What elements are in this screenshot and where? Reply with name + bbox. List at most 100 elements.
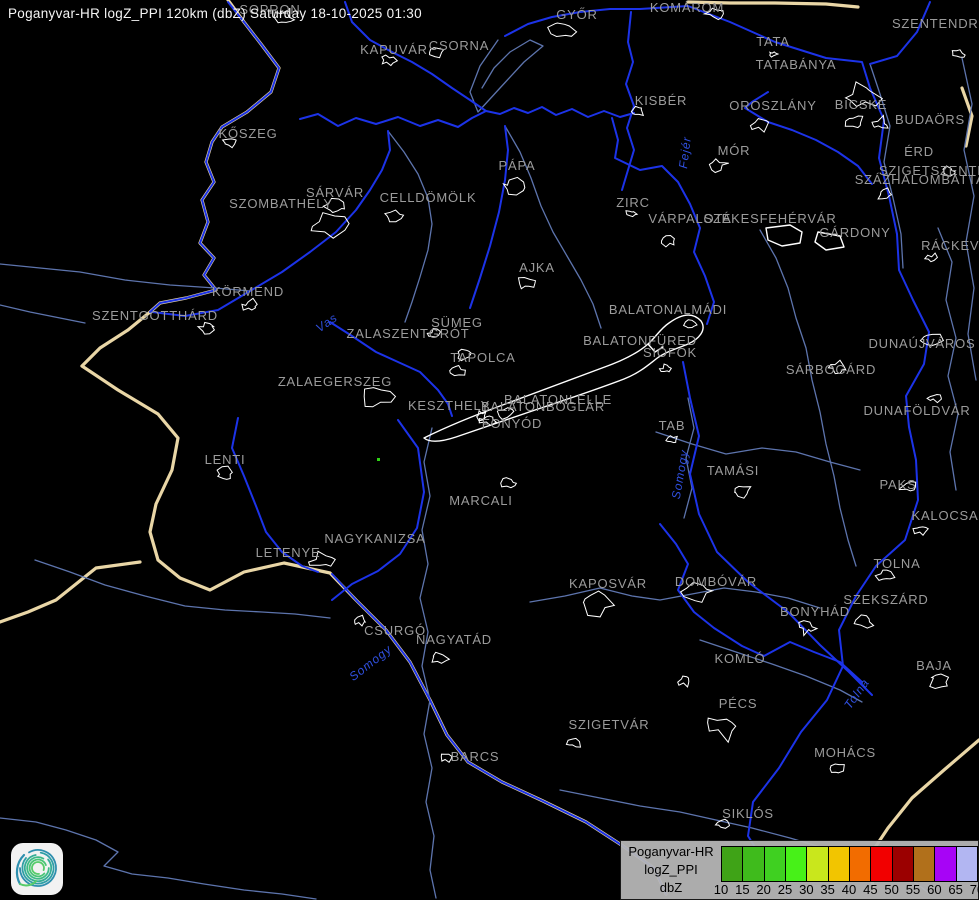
city-label: GÁRDONY	[819, 225, 890, 240]
city-boundary	[926, 393, 942, 404]
city-label: BUDAÖRS	[895, 112, 965, 127]
legend-swatch	[785, 846, 808, 882]
legend-tick: 15	[735, 882, 750, 897]
river-path	[149, 1, 280, 313]
legend-tick: 70	[969, 882, 979, 897]
city-boundary	[844, 115, 864, 129]
river-path	[329, 321, 453, 417]
city-label: SZIGETSZENTMIKLÓS	[879, 163, 979, 178]
city-label: ZIRC	[616, 195, 650, 210]
county-label: Vas	[313, 310, 340, 335]
county-label: Somogy	[669, 448, 691, 500]
river-path	[231, 417, 319, 573]
country-border-path	[686, 0, 860, 9]
city-boundary	[829, 763, 845, 774]
city-boundary	[196, 321, 216, 335]
river-path	[611, 117, 715, 325]
city-boundary	[221, 138, 237, 149]
city-label: SZENTGOTTHÁRD	[92, 308, 218, 323]
county-border-path	[0, 304, 86, 324]
city-label: SZENTENDRE	[892, 16, 979, 31]
city-label: KŐSZEG	[219, 126, 278, 141]
county-border-path	[759, 229, 857, 567]
legend-tick: 30	[799, 882, 814, 897]
city-label: BAJA	[916, 658, 952, 673]
legend-swatch	[849, 846, 872, 882]
river-path	[344, 1, 487, 112]
river-path	[469, 125, 509, 309]
legend-tick-labels: 10 15 20 25 30 35 40 45 50 55 60 65 70	[714, 882, 979, 899]
swirl-arc	[28, 858, 47, 878]
river-path	[331, 573, 667, 895]
river-path	[744, 91, 873, 185]
legend-unit: dbZ	[659, 880, 683, 895]
city-label: KAPOSVÁR	[569, 576, 647, 591]
city-label: BALATONLELLE	[504, 392, 612, 407]
city-label: PÁPA	[499, 158, 536, 173]
legend-tick: 35	[820, 882, 835, 897]
legend-swatch	[721, 846, 744, 882]
city-label: BONYHÁD	[780, 604, 850, 619]
city-label: KESZTHELY	[408, 398, 490, 413]
city-label: TATA	[756, 34, 790, 49]
city-boundary	[660, 234, 675, 248]
county-border-path	[419, 427, 437, 899]
county-border-path	[699, 639, 863, 703]
city-boundary	[827, 359, 847, 375]
city-boundary	[708, 158, 729, 174]
city-boundary	[714, 818, 731, 829]
city-label: BALATONBOGLÁR	[481, 399, 605, 414]
legend-tick: 65	[948, 882, 963, 897]
city-label: SÁRBOGÁRD	[786, 362, 876, 377]
city-boundary	[625, 210, 639, 218]
county-label: Fejér	[676, 136, 694, 170]
city-boundary	[677, 675, 690, 688]
city-boundary	[381, 54, 399, 67]
city-boundary	[630, 105, 645, 117]
river-path	[299, 106, 635, 128]
city-label: DUNAÚJVÁROS	[868, 336, 975, 351]
county-border-path	[683, 397, 695, 519]
city-label: AJKA	[519, 260, 555, 275]
map-title: Poganyvar-HR logZ_PPI 120km (dbZ) Saturd…	[8, 6, 422, 21]
swirl-arc	[26, 856, 50, 880]
city-label: RÁCKEVE	[921, 238, 979, 253]
city-boundary	[500, 477, 518, 489]
city-label: SZOMBATHELY	[229, 196, 333, 211]
city-boundary	[734, 485, 752, 499]
city-label: DUNAFÖLDVÁR	[863, 403, 970, 418]
city-label: SZIGETVÁR	[569, 717, 650, 732]
country-border-path	[0, 560, 142, 624]
city-label: SÁRVÁR	[306, 185, 364, 200]
swirl-arc	[23, 854, 53, 883]
city-label: TAPOLCA	[450, 350, 515, 365]
city-label: SÜMEG	[431, 315, 483, 330]
river-path	[682, 361, 873, 696]
city-boundary	[682, 319, 698, 329]
city-label: SOPRON	[239, 2, 300, 17]
city-boundary	[449, 364, 466, 377]
country-border-path	[960, 86, 974, 148]
city-label: VÁRPALOTA	[648, 211, 731, 226]
river-path	[621, 11, 635, 191]
legend-tick: 40	[841, 882, 857, 897]
city-boundary	[502, 176, 526, 196]
city-boundary	[426, 328, 441, 338]
legend-tick: 55	[905, 882, 921, 897]
city-boundary	[853, 614, 875, 629]
legend-swatch	[891, 846, 914, 882]
city-boundary	[877, 187, 893, 200]
swirl-arc	[15, 853, 26, 886]
legend-swatch	[806, 846, 829, 882]
city-label: LETENYE	[256, 545, 321, 560]
city-label: MOHÁCS	[814, 745, 876, 760]
city-boundary	[429, 47, 445, 59]
legend-tick: 20	[756, 882, 771, 897]
city-label: TAMÁSI	[707, 463, 759, 478]
city-label: CELLDÖMÖLK	[380, 190, 477, 205]
city-boundary	[912, 526, 929, 536]
legend-product: logZ_PPI	[644, 862, 698, 877]
swirl-arc	[19, 880, 37, 887]
